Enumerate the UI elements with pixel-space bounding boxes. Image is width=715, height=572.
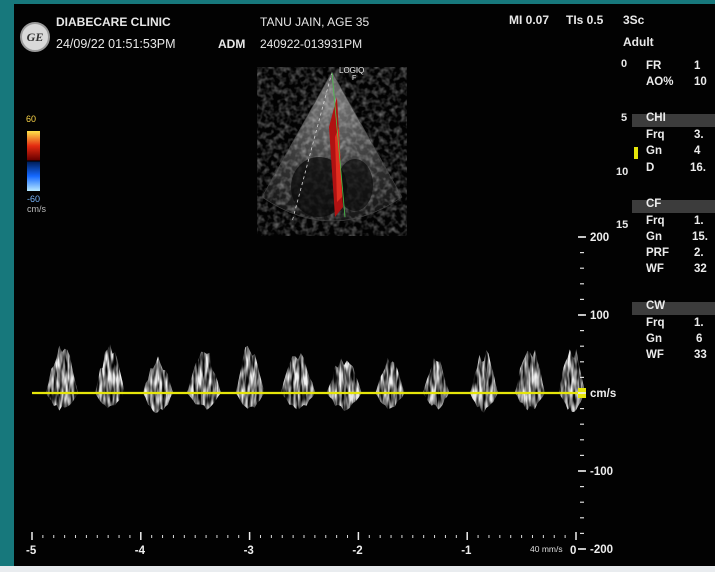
cw-label-frq: Frq xyxy=(646,317,665,329)
spectrum-envelope-forward xyxy=(470,350,498,393)
operator: ADM xyxy=(218,37,246,51)
velocity-tick-label: -100 xyxy=(590,466,613,478)
echo-sector-image xyxy=(261,71,403,223)
cw-doppler-spectrum: 200 100 cm/s -100 -200 -5 -4 -3 -2 -1 0 40 mm/s xyxy=(26,232,616,557)
velocity-tick-label: 100 xyxy=(590,310,609,322)
depth-label-10: 10 xyxy=(616,166,629,178)
cf-section-header xyxy=(632,200,715,213)
clinic-name: DIABECARE CLINIC xyxy=(56,15,171,29)
chi-label-gn: Gn xyxy=(646,145,662,157)
spectrum-envelope-reverse xyxy=(326,393,362,411)
spectrum-envelope-forward xyxy=(187,351,221,393)
spectrum-envelope-forward xyxy=(280,353,316,393)
cw-title: CW xyxy=(646,300,666,312)
ge-logo-icon: GE xyxy=(20,22,50,52)
spectrum-envelope-forward xyxy=(375,357,405,393)
cf-value-wf: 32 xyxy=(694,263,707,275)
probe-name: 3Sc xyxy=(623,13,645,27)
chi-section-header xyxy=(632,114,715,127)
mechanical-index: MI 0.07 xyxy=(509,13,550,27)
ultrasound-screen: GE DIABECARE CLINIC 24/09/22 01:51:53PM … xyxy=(14,4,715,566)
cw-value-wf: 33 xyxy=(694,349,707,361)
depth-label-5: 5 xyxy=(621,112,628,124)
exam-datetime: 24/09/22 01:51:53PM xyxy=(56,37,176,51)
cf-title: CF xyxy=(646,198,662,210)
param-label-fr: FR xyxy=(646,60,662,72)
depth-label-0: 0 xyxy=(621,58,628,70)
color-scale-unit: cm/s xyxy=(27,204,46,214)
depth-label-15: 15 xyxy=(616,219,629,231)
chi-value-d: 16. xyxy=(690,162,706,174)
spectrum-envelope-reverse xyxy=(375,393,405,409)
spectrum-envelope-reverse xyxy=(187,393,221,410)
spectrum-envelope-reverse xyxy=(280,393,316,411)
spectrum-envelope-forward xyxy=(422,358,450,393)
time-tick-label: 0 xyxy=(570,545,576,557)
cf-label-gn: Gn xyxy=(646,231,662,243)
spectrum-envelope-reverse xyxy=(142,393,174,414)
image-sublabel: F xyxy=(352,75,357,82)
patient-info: TANU JAIN, AGE 35 xyxy=(260,15,370,29)
cf-label-wf: WF xyxy=(646,263,664,275)
chi-value-gn: 4 xyxy=(694,145,701,157)
spectrum-envelope-forward xyxy=(326,358,362,393)
gain-marker-icon xyxy=(634,147,638,159)
cw-section-header xyxy=(632,302,715,315)
velocity-tick-label: 200 xyxy=(590,232,609,244)
spectrum-envelope-reverse xyxy=(422,393,450,410)
velocity-tick-label: cm/s xyxy=(590,388,616,400)
color-scale-top: 60 xyxy=(26,114,37,124)
cf-value-gn: 15. xyxy=(692,231,708,243)
cf-value-frq: 1. xyxy=(694,215,704,227)
image-label: LOGIQ xyxy=(339,66,365,75)
time-tick-label: -4 xyxy=(135,545,146,557)
chi-value-frq: 3. xyxy=(694,129,704,141)
spectrum-envelope-forward xyxy=(142,356,174,393)
spectrum-envelope-reverse xyxy=(514,393,546,411)
thermal-index: TIs 0.5 xyxy=(566,13,604,27)
cw-value-frq: 1. xyxy=(694,317,704,329)
spectrum-envelope-reverse xyxy=(95,393,125,409)
spectrum-envelope-reverse xyxy=(235,393,265,409)
bottom-strip xyxy=(0,566,715,572)
chi-title: CHI xyxy=(646,112,666,124)
color-scale-bottom: -60 xyxy=(27,194,41,204)
spectrum-envelope-forward xyxy=(45,345,79,393)
cf-value-prf: 2. xyxy=(694,247,704,259)
chi-label-d: D xyxy=(646,162,655,174)
time-tick-label: -3 xyxy=(244,545,254,557)
param-label-ao: AO% xyxy=(646,76,674,88)
spectrum-envelope-forward xyxy=(558,348,586,393)
time-tick-label: -5 xyxy=(26,545,37,557)
velocity-tick-label: -200 xyxy=(590,544,613,556)
sweep-speed-label: 40 mm/s xyxy=(530,544,563,554)
exam-id: 240922-013931PM xyxy=(260,37,363,51)
spectrum-envelope-forward xyxy=(514,349,546,393)
spectrum-envelope-forward xyxy=(95,344,125,393)
spectrum-envelope-forward xyxy=(235,345,265,393)
cf-label-frq: Frq xyxy=(646,215,665,227)
spectrum-envelope-reverse xyxy=(45,393,79,411)
chi-label-frq: Frq xyxy=(646,129,665,141)
cw-value-gn: 6 xyxy=(696,333,703,345)
param-value-ao: 10 xyxy=(694,76,707,88)
time-tick-label: -1 xyxy=(461,545,472,557)
color-velocity-bar xyxy=(27,131,40,191)
cw-label-wf: WF xyxy=(646,349,664,361)
preset-name: Adult xyxy=(623,35,654,49)
time-tick-label: -2 xyxy=(352,545,362,557)
param-value-fr: 1 xyxy=(694,60,701,72)
cf-label-prf: PRF xyxy=(646,247,669,259)
spectrum-envelope-reverse xyxy=(470,393,498,413)
cw-label-gn: Gn xyxy=(646,333,662,345)
